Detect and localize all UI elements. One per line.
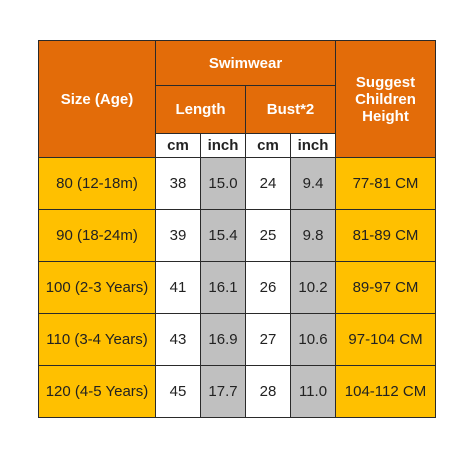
table-cell: 11.0	[290, 365, 336, 418]
table-cell: 9.8	[290, 209, 336, 262]
table-cell: 90 (18-24m)	[38, 209, 156, 262]
table-cell: 15.4	[200, 209, 246, 262]
header-cell: Suggest Children Height	[335, 40, 436, 158]
table-cell: 15.0	[200, 157, 246, 210]
table-cell: 77-81 CM	[335, 157, 436, 210]
table-row: 100 (2-3 Years) 41 16.1 26 10.2 89-97 CM	[38, 261, 436, 314]
table-cell: 24	[245, 157, 291, 210]
table-cell: 10.6	[290, 313, 336, 366]
table-cell: 38	[155, 157, 201, 210]
table-cell: 89-97 CM	[335, 261, 436, 314]
table-cell: 120 (4-5 Years)	[38, 365, 156, 418]
table-cell: 27	[245, 313, 291, 366]
table-cell: 9.4	[290, 157, 336, 210]
table-cell: 10.2	[290, 261, 336, 314]
table-cell: 39	[155, 209, 201, 262]
table-cell: 17.7	[200, 365, 246, 418]
size-table: Size (Age) Swimwear Suggest Children Hei…	[38, 40, 436, 418]
table-cell: 26	[245, 261, 291, 314]
table-row: 90 (18-24m) 39 15.4 25 9.8 81-89 CM	[38, 209, 436, 262]
unit-cell: inch	[200, 133, 246, 158]
table-cell: 25	[245, 209, 291, 262]
table-cell: 81-89 CM	[335, 209, 436, 262]
table-cell: 41	[155, 261, 201, 314]
unit-cell: inch	[290, 133, 336, 158]
table-cell: 16.1	[200, 261, 246, 314]
table-cell: 104-112 CM	[335, 365, 436, 418]
unit-cell: cm	[245, 133, 291, 158]
table-row: 120 (4-5 Years) 45 17.7 28 11.0 104-112 CM	[38, 365, 436, 418]
table-cell: 100 (2-3 Years)	[38, 261, 156, 314]
unit-cell: cm	[155, 133, 201, 158]
table-row: 80 (12-18m) 38 15.0 24 9.4 77-81 CM	[38, 157, 436, 210]
table-cell: 43	[155, 313, 201, 366]
header-cell: Length	[155, 85, 246, 134]
header-cell: Size (Age)	[38, 40, 156, 158]
table-cell: 80 (12-18m)	[38, 157, 156, 210]
table-cell: 28	[245, 365, 291, 418]
header-cell: Swimwear	[155, 40, 336, 86]
table-row: 110 (3-4 Years) 43 16.9 27 10.6 97-104 CM	[38, 313, 436, 366]
table-cell: 110 (3-4 Years)	[38, 313, 156, 366]
table-cell: 16.9	[200, 313, 246, 366]
table-cell: 45	[155, 365, 201, 418]
header-cell: Bust*2	[245, 85, 336, 134]
table-cell: 97-104 CM	[335, 313, 436, 366]
